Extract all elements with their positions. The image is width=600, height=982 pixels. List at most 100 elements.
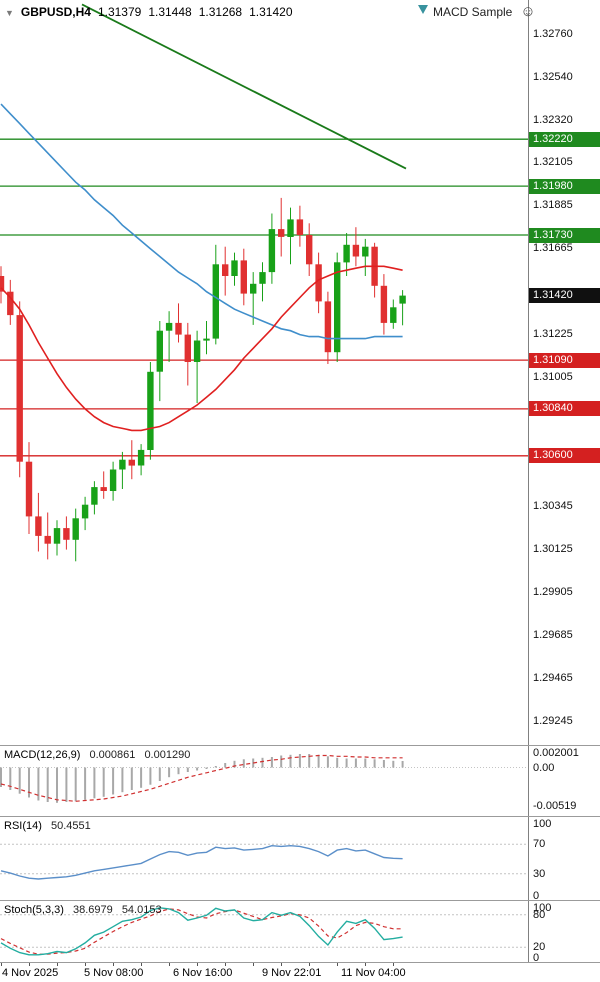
axis-tick-label: 1.31885	[533, 198, 573, 211]
candle-body[interactable]	[306, 235, 313, 265]
macd-histogram-bar	[158, 767, 161, 781]
price-axis[interactable]: 1.32760 1.32540 1.32320 1.32105 1.31885 1.316…	[529, 0, 600, 964]
candle-body[interactable]	[324, 301, 332, 353]
axis-tick-label: 1.32105	[533, 155, 573, 168]
candle-body[interactable]	[175, 322, 182, 335]
axis-tick-label: 1.30125	[533, 542, 573, 555]
candle-body[interactable]	[240, 260, 247, 294]
panel-divider[interactable]	[0, 745, 600, 746]
high-value: 1.31448	[148, 5, 192, 19]
ma-red-line	[0, 265, 403, 432]
close-value: 1.31420	[249, 5, 293, 19]
candle-body[interactable]	[250, 283, 257, 294]
macd-histogram-bar	[233, 760, 236, 768]
candle-body[interactable]	[53, 528, 61, 544]
candle-body[interactable]	[362, 246, 369, 257]
candle-body[interactable]	[128, 459, 135, 466]
candle-body[interactable]	[100, 487, 107, 491]
candle-body[interactable]	[0, 276, 5, 292]
candle-body[interactable]	[147, 371, 154, 450]
macd-histogram-bar	[345, 758, 348, 768]
candle-body[interactable]	[296, 219, 304, 235]
macd-histogram-bar	[74, 767, 77, 802]
macd-histogram-bar	[149, 767, 152, 785]
macd-histogram-bar	[84, 767, 87, 800]
candle-body[interactable]	[231, 260, 238, 276]
axis-tick-label: 0.00	[533, 761, 555, 774]
macd-panel[interactable]	[0, 746, 528, 816]
macd-signal-value: 0.001290	[144, 749, 191, 761]
candle-body[interactable]	[203, 338, 210, 341]
candle-body[interactable]	[119, 459, 126, 470]
axis-tick-label: 1.29465	[533, 671, 573, 684]
chart-title: ▼ GBPUSD,H4 1.31379 1.31448 1.31268 1.31…	[5, 5, 293, 19]
price-axis-divider	[528, 0, 529, 962]
time-axis[interactable]: 4 Nov 2025 5 Nov 08:00 6 Nov 16:00 9 Nov 22…	[0, 962, 600, 982]
ea-smiley-icon[interactable]: ☺	[520, 3, 536, 20]
candle-body[interactable]	[352, 244, 360, 257]
candle-body[interactable]	[44, 535, 51, 544]
candle-body[interactable]	[35, 516, 42, 536]
macd-header: MACD(12,26,9) 0.000861 0.001290	[4, 749, 190, 761]
candle-body[interactable]	[380, 285, 388, 323]
candle-body[interactable]	[212, 264, 219, 339]
time-tick	[169, 963, 171, 966]
candle-body[interactable]	[184, 334, 191, 362]
macd-histogram-bar	[280, 755, 283, 768]
macd-histogram-bar	[242, 759, 245, 768]
macd-histogram-bar	[298, 754, 301, 768]
candle-body[interactable]	[268, 229, 276, 273]
rsi-panel[interactable]	[0, 817, 528, 900]
axis-tick-label: 1.32760	[533, 27, 573, 40]
open-value: 1.31379	[97, 5, 142, 19]
macd-histogram-bar	[102, 767, 105, 797]
candle-body[interactable]	[25, 461, 33, 517]
candle-body[interactable]	[137, 449, 145, 466]
macd-histogram-bar	[308, 754, 311, 768]
candle-body[interactable]	[334, 262, 341, 353]
candle-body[interactable]	[63, 528, 70, 540]
candle-body[interactable]	[390, 307, 397, 323]
candle-body[interactable]	[193, 340, 201, 363]
axis-tick-label: 100	[533, 818, 552, 830]
time-tick	[225, 963, 227, 966]
macd-histogram-bar	[168, 767, 171, 778]
panel-divider[interactable]	[0, 900, 600, 901]
candle-body[interactable]	[259, 272, 266, 284]
candle-body[interactable]	[165, 322, 173, 331]
main-price-chart[interactable]	[0, 0, 528, 745]
time-label: 11 Nov 04:00	[341, 967, 406, 979]
collapse-arrow-icon[interactable]: ▼	[5, 8, 14, 18]
chart-shift-marker-icon[interactable]	[418, 5, 428, 14]
candle-body[interactable]	[222, 264, 229, 276]
price-level-badge: 1.31980	[529, 178, 600, 194]
panel-divider[interactable]	[0, 816, 600, 817]
stochastic-panel[interactable]	[0, 901, 528, 962]
macd-histogram-bar	[177, 767, 180, 775]
time-tick	[57, 963, 58, 966]
rsi-value: 50.4551	[50, 820, 91, 832]
time-tick	[1, 963, 2, 966]
candle-body[interactable]	[7, 291, 14, 316]
candle-body[interactable]	[343, 244, 350, 263]
candle-body[interactable]	[315, 264, 322, 302]
candle-body[interactable]	[72, 518, 79, 540]
macd-histogram-bar	[9, 767, 12, 790]
candle-body[interactable]	[287, 219, 294, 237]
candle-body[interactable]	[81, 504, 89, 519]
candle-body[interactable]	[109, 469, 117, 492]
trendline[interactable]	[81, 3, 407, 170]
candle-body[interactable]	[16, 315, 23, 462]
time-label: 4 Nov 2025	[2, 967, 59, 979]
macd-histogram-bar	[56, 767, 58, 803]
candle-body[interactable]	[91, 487, 98, 505]
macd-histogram-bar	[18, 767, 21, 794]
candle-body[interactable]	[399, 295, 406, 304]
candle-body[interactable]	[278, 229, 285, 237]
time-tick	[141, 963, 143, 966]
axis-tick-label: 70	[533, 838, 546, 851]
candle-body[interactable]	[156, 330, 163, 372]
axis-tick-label: 1.32320	[533, 113, 573, 126]
axis-tick-label: 80	[533, 908, 546, 921]
